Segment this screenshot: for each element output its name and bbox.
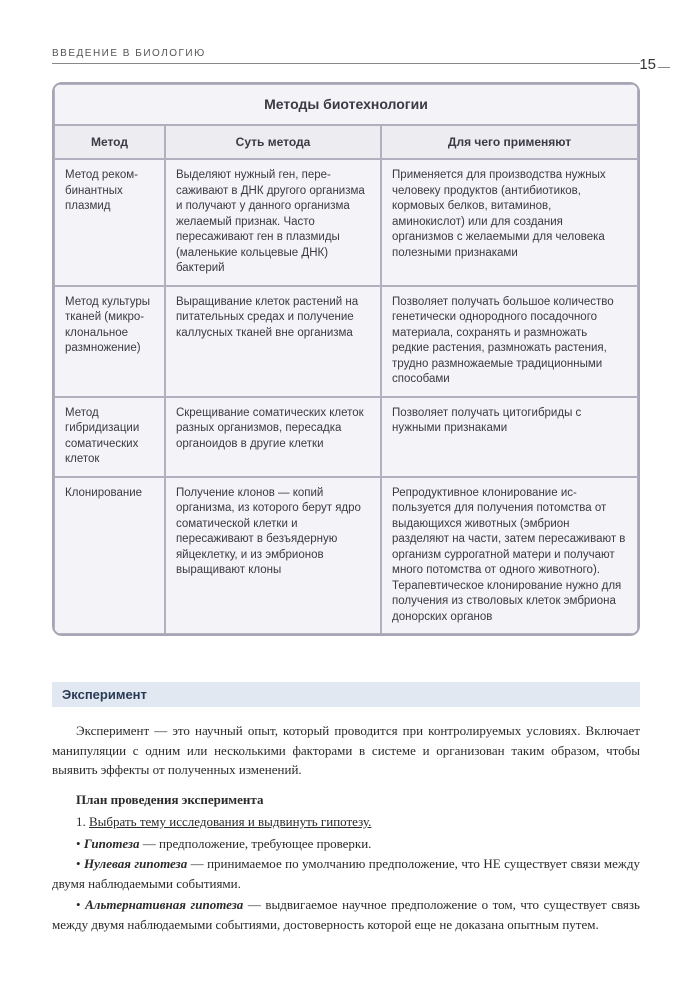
section-heading: Эксперимент [52, 682, 640, 707]
bullet-marker: • [76, 856, 84, 871]
cell-purpose: Применяется для производства нужных чело… [381, 159, 638, 286]
table-header-method: Метод [54, 125, 165, 159]
header-rule [52, 63, 640, 64]
plan-title: План проведения эксперимента [52, 792, 640, 808]
cell-essence: Получение клонов — копий организма, из к… [165, 477, 381, 635]
table-title: Методы биотехнологии [54, 84, 638, 125]
plan-list: 1. Выбрать тему исследования и выдвинуть… [52, 812, 640, 832]
intro-paragraph: Эксперимент — это научный опыт, который … [52, 721, 640, 780]
bullet-marker: • [76, 836, 84, 851]
cell-purpose: Позволяет получать цитогибриды с нужными… [381, 397, 638, 477]
cell-method: Метод гибридизации соматических клеток [54, 397, 165, 477]
plan-item: 1. Выбрать тему исследования и выдвинуть… [76, 812, 640, 832]
bullet-item: • Гипотеза — предположение, требующее пр… [52, 834, 640, 854]
table-header-essence: Суть метода [165, 125, 381, 159]
table-row: Метод реком­бинантных плазмид Выделяют н… [54, 159, 638, 286]
page-content: ВВЕДЕНИЕ В БИОЛОГИЮ Методы биотехнологии… [0, 0, 682, 965]
cell-essence: Выделяют нужный ген, пере­саживают в ДНК… [165, 159, 381, 286]
cell-essence: Выращивание клеток растений на питательн… [165, 286, 381, 397]
definition: — предположение, требующее проверки. [140, 836, 372, 851]
cell-purpose: Репродуктивное клонирование ис­пользуетс… [381, 477, 638, 635]
term: Нулевая гипотеза [84, 856, 187, 871]
bullet-marker: • [76, 897, 85, 912]
plan-item-num: 1. [76, 814, 89, 829]
cell-method: Клонирование [54, 477, 165, 635]
cell-method: Метод реком­бинантных плазмид [54, 159, 165, 286]
table-row: Метод гибридизации соматических клеток С… [54, 397, 638, 477]
plan-item-text: Выбрать тему исследования и выдвинуть ги… [89, 814, 371, 829]
table-header-purpose: Для чего применяют [381, 125, 638, 159]
cell-purpose: Позволяет получать большое количест­во г… [381, 286, 638, 397]
page-number: 15 [639, 56, 656, 73]
term: Гипотеза [84, 836, 140, 851]
bullet-item: • Альтернативная гипотеза — выдвигаемое … [52, 895, 640, 935]
bullet-item: • Нулевая гипотеза — принимаемое по умол… [52, 854, 640, 894]
methods-table: Методы биотехнологии Метод Суть метода Д… [52, 82, 640, 636]
table-row: Метод культуры тканей (микро­клональное … [54, 286, 638, 397]
bullet-list: • Гипотеза — предположение, требующее пр… [52, 834, 640, 935]
term: Альтернативная гипотеза [85, 897, 243, 912]
table-row: Клонирование Получение клонов — копий ор… [54, 477, 638, 635]
cell-essence: Скрещивание соматических клеток разных о… [165, 397, 381, 477]
cell-method: Метод культуры тканей (микро­клональное … [54, 286, 165, 397]
running-head: ВВЕДЕНИЕ В БИОЛОГИЮ [52, 48, 640, 59]
